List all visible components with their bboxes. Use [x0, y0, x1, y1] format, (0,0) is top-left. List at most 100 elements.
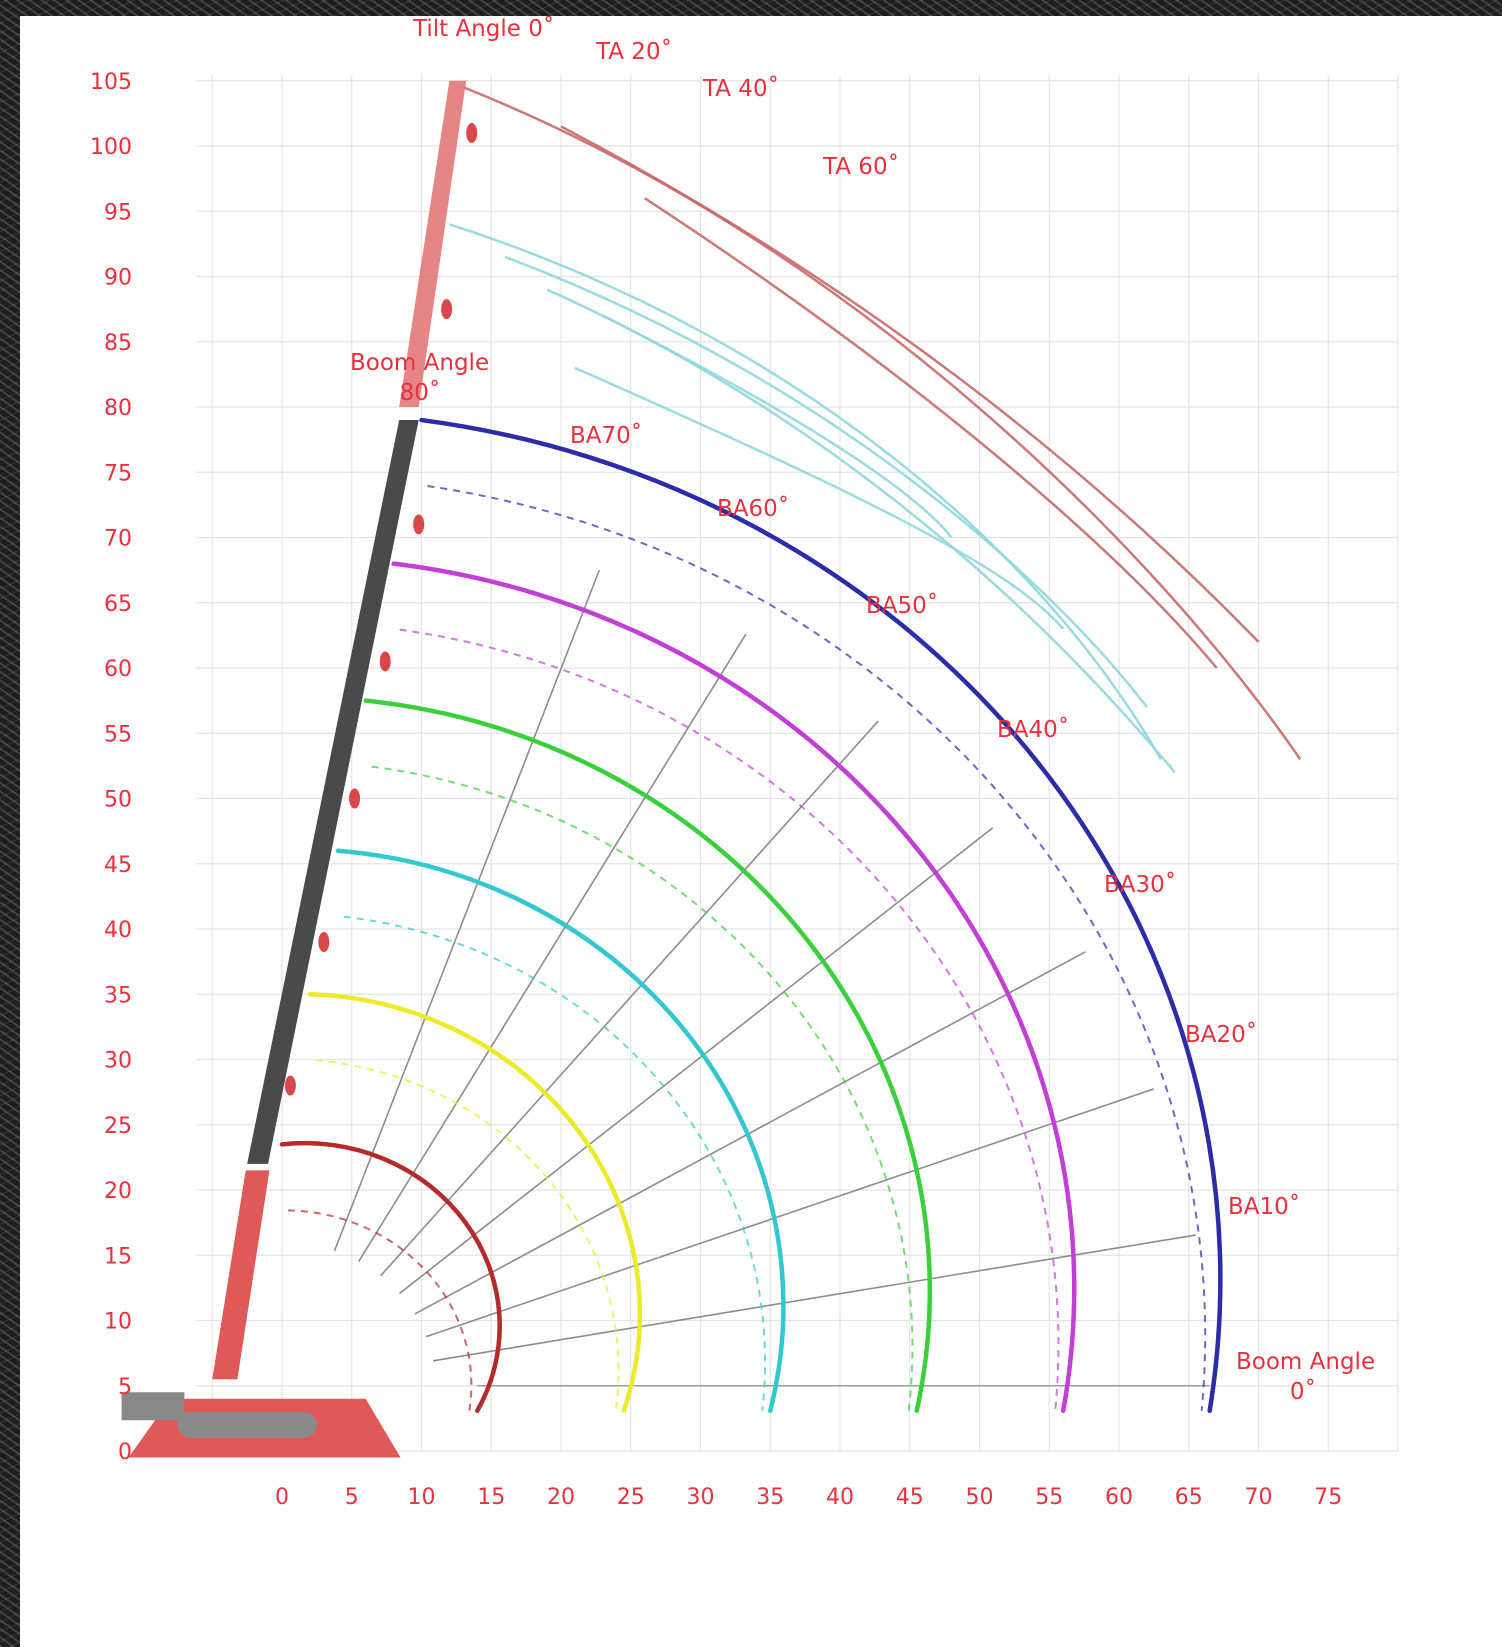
hook-trace-arc: [371, 765, 914, 1411]
tilt-angle-label: Tilt Angle 0˚: [412, 16, 554, 42]
jib-curve: [504, 255, 1148, 708]
x-tick-label: 10: [408, 1485, 436, 1510]
y-tick-label: 55: [104, 722, 132, 747]
boom-angle-ray-label: BA30˚: [1104, 871, 1176, 898]
jib-curve: [462, 86, 1302, 761]
tilt-angle-label: TA 40˚: [702, 75, 779, 102]
y-tick-label: 65: [104, 592, 132, 617]
boom-arc: [279, 1140, 502, 1413]
boom-angle-ray: [414, 951, 1086, 1315]
x-tick-label: 5: [345, 1485, 359, 1510]
x-tick-label: 70: [1245, 1485, 1273, 1510]
hook-block: [413, 514, 425, 535]
y-tick-label: 10: [104, 1310, 132, 1335]
hook-trace-arc: [287, 1209, 473, 1411]
y-tick-label: 40: [104, 918, 132, 943]
jib-section: [399, 80, 467, 407]
load-chart: 0 5 10 15 20 25 30 35 40 45 50 55 60 65 70 75 105100959…: [90, 16, 1399, 1510]
x-tick-label: 65: [1175, 1485, 1203, 1510]
x-tick-label: 35: [756, 1485, 784, 1510]
x-tick-label: 15: [477, 1485, 505, 1510]
boom-main-section: [247, 420, 419, 1164]
hook-trace-arc: [427, 485, 1207, 1411]
x-tick-label: 40: [826, 1485, 854, 1510]
boom-angle-ray: [399, 827, 994, 1295]
x-tick-label: 60: [1105, 1485, 1133, 1510]
jib-curves: [449, 86, 1302, 774]
boom-angle-80-label: Boom Angle: [350, 350, 489, 376]
boom-arc: [419, 417, 1223, 1413]
y-tick-label: 75: [104, 461, 132, 486]
x-axis-ticks: 0 5 10 15 20 25 30 35 40 45 50 55 60 65 70 75: [275, 1485, 1342, 1510]
crawler-track: [177, 1411, 317, 1438]
x-tick-label: 50: [966, 1485, 994, 1510]
jib-curve: [560, 125, 1260, 643]
jib-curve: [644, 197, 1218, 669]
boom-angle-0-value: 0˚: [1290, 1378, 1316, 1405]
boom-angle-ray-label: BA10˚: [1228, 1193, 1300, 1220]
y-tick-label: 100: [90, 135, 132, 160]
boom-angle-ray: [425, 1088, 1154, 1338]
boom-arc: [335, 848, 786, 1413]
boom-arc: [363, 698, 933, 1413]
hook-block: [349, 788, 361, 809]
y-axis-ticks: 1051009590858075706560555045403530252015…: [90, 70, 132, 1465]
boom-angle-ray-label: BA70˚: [570, 422, 642, 449]
boom-arc: [391, 561, 1077, 1413]
x-tick-label: 75: [1314, 1485, 1342, 1510]
y-tick-label: 105: [90, 70, 132, 95]
hook-block: [466, 122, 478, 143]
y-tick-label: 90: [104, 266, 132, 291]
y-tick-label: 80: [104, 396, 132, 421]
boom-angle-80-value: 80˚: [400, 379, 441, 406]
hook-trace-arc: [343, 915, 767, 1411]
chart-panel: 0 5 10 15 20 25 30 35 40 45 50 55 60 65 70 75 105 100 95 9…: [20, 16, 1502, 1647]
boom-angle-ray-label: BA20˚: [1185, 1021, 1257, 1048]
annotations: BA70˚ BA60˚ BA50˚ BA40˚ BA30˚ BA20˚ BA10˚ Boom …: [350, 16, 1375, 1405]
hook-trace-arc: [315, 1059, 620, 1411]
boom-angle-ray: [358, 633, 747, 1262]
y-tick-label: 95: [104, 200, 132, 225]
boom-arc: [307, 992, 643, 1413]
boom-angle-ray: [333, 569, 601, 1252]
boom-angle-0-label: Boom Angle: [1236, 1349, 1375, 1375]
y-tick-label: 20: [104, 1179, 132, 1204]
boom-arcs: [279, 417, 1223, 1413]
boom-base-section: [212, 1170, 270, 1380]
boom-angle-ray: [380, 720, 879, 1277]
grid: [196, 74, 1399, 1452]
x-tick-label: 45: [896, 1485, 924, 1510]
y-tick-label: 0: [118, 1440, 132, 1465]
x-tick-label: 25: [617, 1485, 645, 1510]
hook-block: [379, 651, 391, 672]
y-tick-label: 45: [104, 853, 132, 878]
y-tick-label: 60: [104, 657, 132, 682]
hook-block: [284, 1075, 296, 1096]
crane-silhouette: [121, 80, 478, 1458]
counterweight: [121, 1392, 185, 1421]
hook-block: [441, 299, 453, 320]
hook-block: [318, 932, 330, 953]
y-tick-label: 70: [104, 527, 132, 552]
y-tick-label: 50: [104, 788, 132, 813]
x-tick-label: 55: [1035, 1485, 1063, 1510]
jib-curve: [602, 314, 953, 539]
jib-curve: [449, 223, 1162, 760]
x-tick-label: 0: [275, 1485, 289, 1510]
y-tick-label: 5: [118, 1375, 132, 1400]
jib-curve: [546, 288, 1176, 774]
y-tick-label: 30: [104, 1049, 132, 1074]
boom-angle-rays: [333, 569, 1210, 1387]
x-tick-label: 20: [547, 1485, 575, 1510]
y-tick-label: 15: [104, 1244, 132, 1269]
tilt-angle-label: TA 60˚: [822, 153, 899, 180]
boom-angle-ray-label: BA40˚: [997, 716, 1069, 743]
x-tick-label: 30: [687, 1485, 715, 1510]
y-tick-label: 85: [104, 331, 132, 356]
jib-curve: [574, 366, 1065, 630]
boom-angle-ray-label: BA60˚: [717, 495, 789, 522]
hook-trace-arc: [399, 628, 1060, 1411]
y-tick-label: 25: [104, 1114, 132, 1139]
tilt-angle-label: TA 20˚: [595, 38, 672, 65]
boom-angle-ray: [432, 1234, 1196, 1362]
